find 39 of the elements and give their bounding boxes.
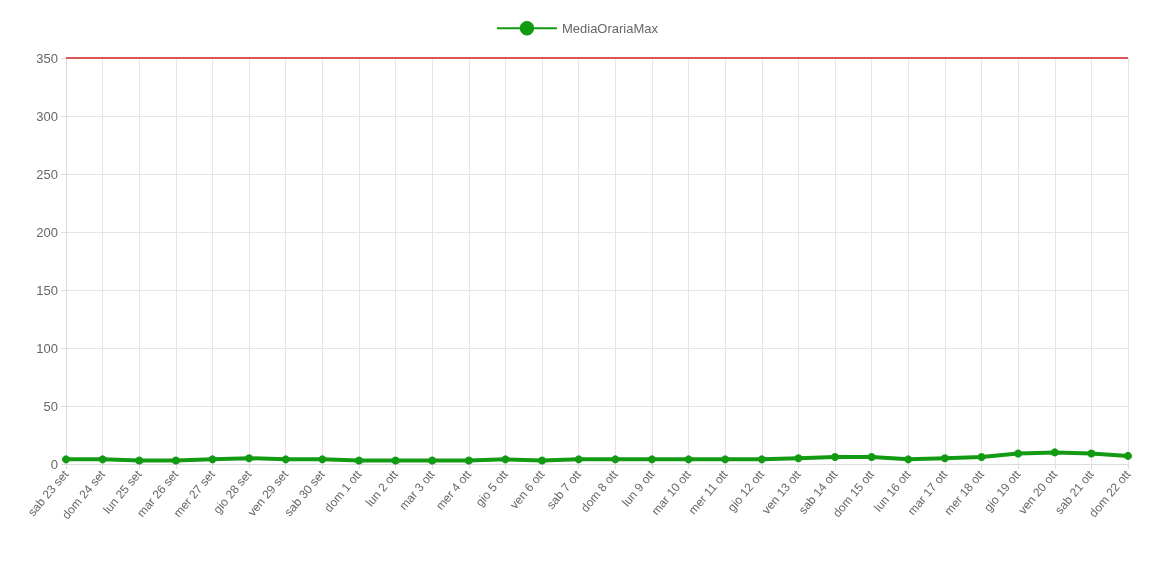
y-tick-label: 300	[36, 108, 58, 124]
point	[464, 456, 473, 465]
point	[245, 454, 254, 463]
point	[611, 455, 620, 464]
y-tick-label: 150	[36, 282, 58, 298]
point	[208, 455, 217, 464]
point	[171, 456, 180, 465]
point	[391, 456, 400, 465]
point	[867, 453, 876, 462]
point	[135, 456, 144, 465]
point	[501, 455, 510, 464]
point	[1087, 449, 1096, 458]
point	[318, 455, 327, 464]
point	[721, 455, 730, 464]
point	[794, 454, 803, 463]
point	[1014, 449, 1023, 458]
y-tick-label: 100	[36, 340, 58, 356]
point	[757, 455, 766, 464]
y-tick-label: 350	[36, 50, 58, 66]
x-tick-label: lun 2 ott	[362, 466, 402, 510]
point	[428, 456, 437, 465]
y-tick-label: 250	[36, 166, 58, 182]
y-tick-label: 0	[50, 456, 58, 472]
point	[904, 455, 913, 464]
point	[354, 456, 363, 465]
point	[940, 454, 949, 463]
point	[684, 455, 693, 464]
point	[574, 455, 583, 464]
point	[98, 455, 107, 464]
point	[538, 456, 547, 465]
point	[1124, 451, 1132, 460]
point	[281, 455, 290, 464]
y-tick-label: 200	[36, 224, 58, 240]
point	[831, 453, 840, 462]
y-tick-label: 50	[43, 398, 58, 414]
point	[977, 453, 986, 462]
legend-label: MediaOrariaMax	[561, 20, 659, 36]
point	[647, 455, 656, 464]
point	[1050, 448, 1059, 457]
